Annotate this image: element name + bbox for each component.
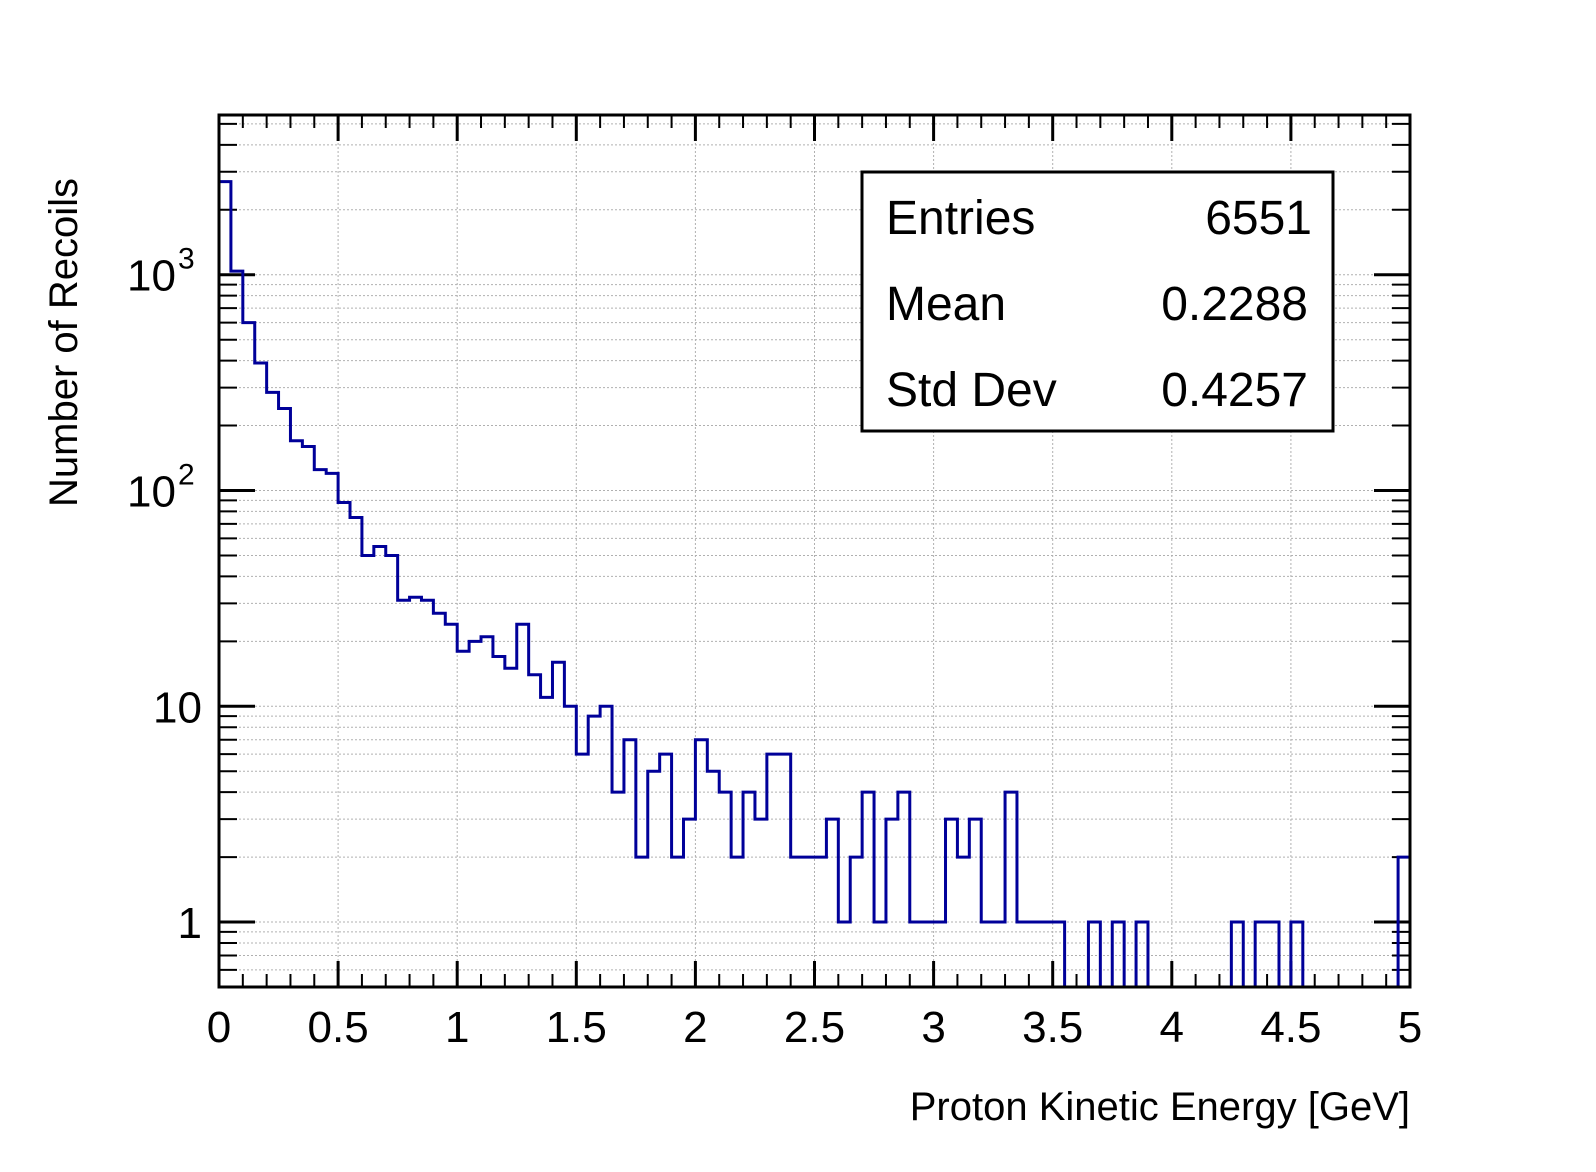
stats-stddev-value: 0.4257 (1161, 364, 1308, 417)
plot-frame (217, 113, 1412, 989)
y-tick-label: 10 (153, 683, 202, 732)
x-tick-label: 1.5 (546, 1003, 607, 1052)
x-tick-label: 4 (1160, 1003, 1184, 1052)
stats-entries-value: 6551 (1205, 192, 1312, 245)
stats-box-frame (860, 170, 1335, 433)
x-tick-label: 0.5 (308, 1003, 369, 1052)
x-tick-label: 1 (445, 1003, 469, 1052)
x-tick-label: 4.5 (1260, 1003, 1321, 1052)
y-axis-title: Number of Recoils (42, 178, 86, 507)
y-tick-label: 1 (178, 899, 202, 948)
x-tick-label: 0 (207, 1003, 231, 1052)
stats-box: Entries 6551 Mean 0.2288 Std Dev 0.4257 (860, 170, 1335, 433)
y-tick-label: 10 (127, 468, 176, 517)
x-tick-label: 3.5 (1022, 1003, 1083, 1052)
y-tick-label: 10 (127, 252, 176, 301)
x-tick-label: 2.5 (784, 1003, 845, 1052)
y-tick-exponent: 2 (178, 459, 195, 492)
stats-stddev-label: Std Dev (886, 364, 1057, 417)
stats-mean-label: Mean (886, 278, 1006, 331)
x-tick-labels: 0 0.5 1 1.5 2 2.5 3 3.5 4 4.5 5 (207, 1003, 1422, 1052)
x-axis-title: Proton Kinetic Energy [GeV] (910, 1085, 1410, 1129)
x-tick-label: 5 (1398, 1003, 1422, 1052)
stats-mean-value: 0.2288 (1161, 278, 1308, 331)
histogram-series (217, 180, 1410, 989)
x-tick-label: 3 (921, 1003, 945, 1052)
y-tick-exponent: 3 (178, 243, 195, 276)
stats-entries-label: Entries (886, 192, 1035, 245)
x-tick-label: 2 (683, 1003, 707, 1052)
histogram-line (217, 180, 1410, 989)
